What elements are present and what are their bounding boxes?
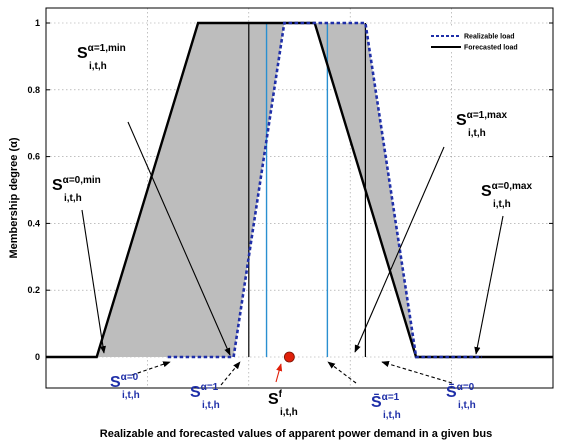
- annotation-subscript: i,t,h: [383, 410, 401, 421]
- legend-label: Realizable load: [464, 34, 515, 41]
- y-tick-label: 0.6: [27, 152, 40, 162]
- legend: Realizable load Forecasted load: [421, 28, 546, 52]
- y-tick-label: 0.2: [27, 285, 40, 295]
- annotation-subscript: i,t,h: [468, 128, 486, 139]
- y-tick-label: 0.4: [27, 218, 40, 228]
- annotation-subscript: i,t,h: [280, 407, 298, 418]
- forecast-point-marker: [284, 352, 294, 362]
- annotation-subscript: i,t,h: [202, 400, 220, 411]
- x-axis-title: Realizable and forecasted values of appa…: [100, 428, 492, 440]
- y-axis-title: Membership degree (α): [8, 137, 20, 258]
- annotation-subscript: i,t,h: [64, 193, 82, 204]
- y-tick-label: 1: [35, 18, 40, 28]
- y-tick-label: 0: [35, 352, 40, 362]
- legend-label: Forecasted load: [464, 45, 518, 52]
- y-tick-label: 0.8: [27, 85, 40, 95]
- annotation-subscript: i,t,h: [122, 390, 140, 401]
- annotation-subscript: i,t,h: [89, 61, 107, 72]
- annotation-subscript: i,t,h: [458, 400, 476, 411]
- annotation-subscript: i,t,h: [493, 199, 511, 210]
